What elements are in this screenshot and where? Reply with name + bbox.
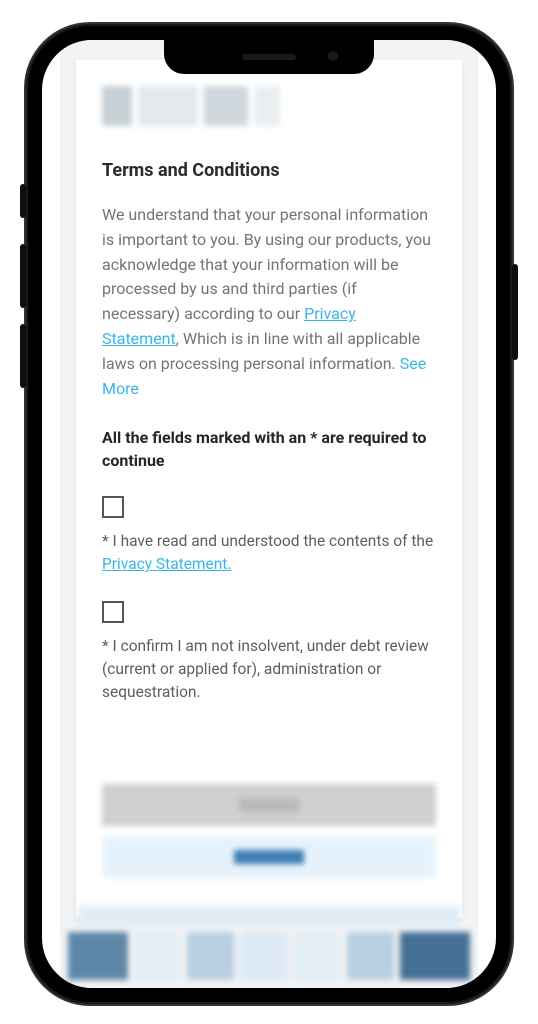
obscured-header [102,86,436,126]
consent-item: * I confirm I am not insolvent, under de… [102,601,436,705]
volume-down-button [20,324,26,388]
required-fields-note: All the fields marked with an * are requ… [102,427,436,472]
consent-checkbox-solvency[interactable] [102,601,124,623]
notch [164,40,374,74]
terms-body: We understand that your personal informa… [102,203,436,401]
obscured-button [102,836,436,878]
consent-text: * I confirm I am not insolvent, under de… [102,635,436,705]
consent-text: * I have read and understood the content… [102,530,436,577]
consent-checkbox-privacy[interactable] [102,496,124,518]
obscured-button-group [102,784,436,878]
phone-frame: Terms and Conditions We understand that … [26,24,512,1004]
volume-up-button [20,244,26,308]
consent-text-pre: * I have read and understood the content… [102,532,433,550]
power-button [512,264,518,360]
obscured-bottom-bar [60,898,478,988]
phone-screen: Terms and Conditions We understand that … [42,40,496,988]
page: Terms and Conditions We understand that … [60,40,478,988]
consent-item: * I have read and understood the content… [102,496,436,577]
privacy-statement-link-inline[interactable]: Privacy Statement. [102,555,231,573]
consent-text-pre: * I confirm I am not insolvent, under de… [102,637,429,702]
terms-heading: Terms and Conditions [102,160,436,181]
mute-switch [20,184,26,218]
terms-card: Terms and Conditions We understand that … [76,60,462,918]
obscured-button [102,784,436,826]
terms-body-pre: We understand that your personal informa… [102,205,431,323]
